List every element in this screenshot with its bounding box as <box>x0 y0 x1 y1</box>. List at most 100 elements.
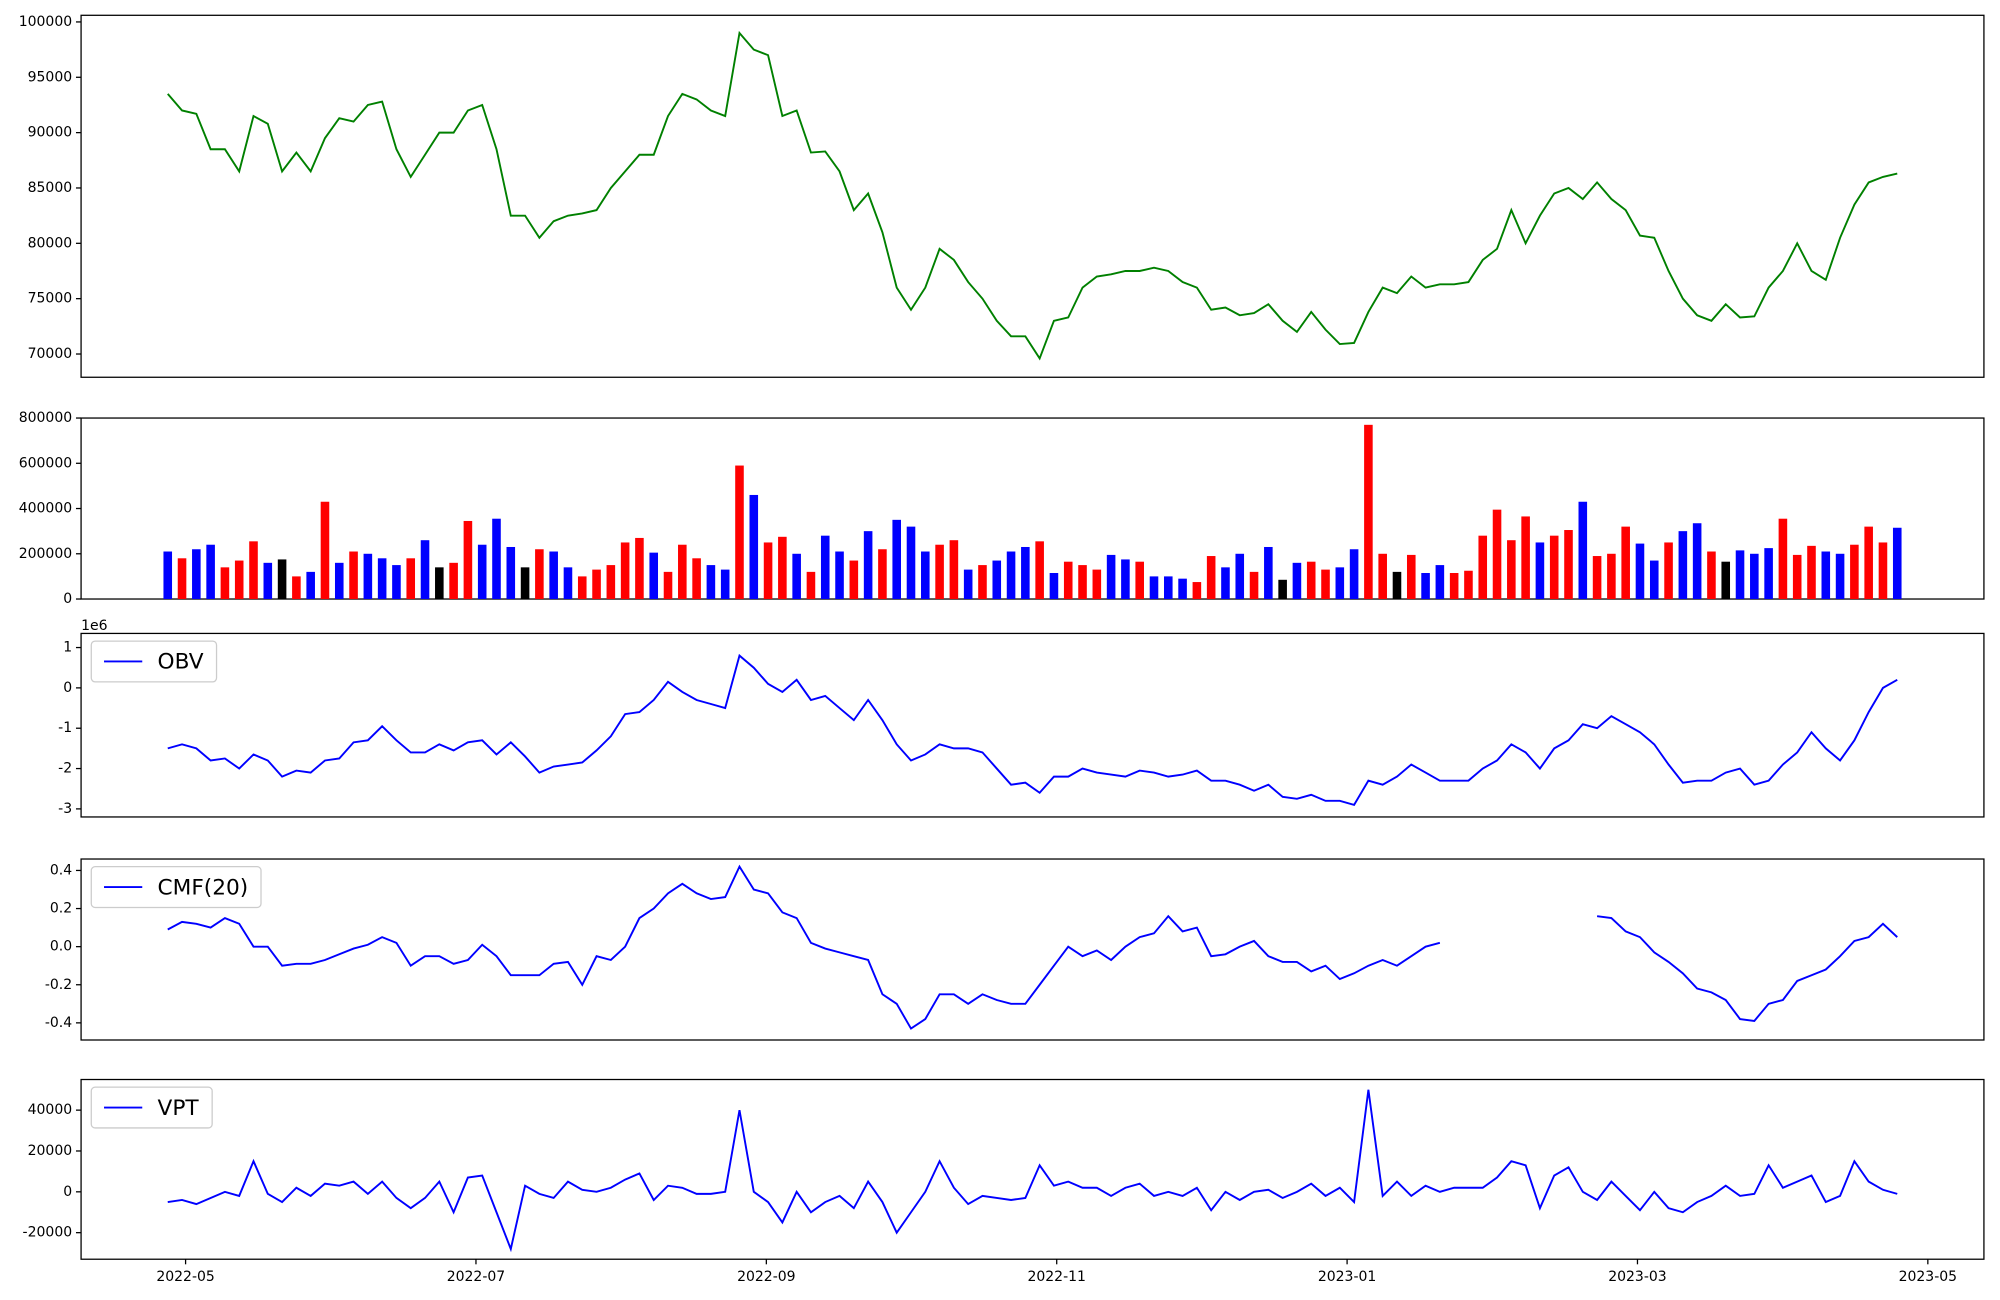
volume-bar <box>1264 546 1273 600</box>
volume-bar <box>1449 573 1459 600</box>
volume-bar <box>435 567 444 600</box>
volume-bar <box>1807 545 1816 600</box>
y-tick-label: 800000 <box>19 410 72 426</box>
volume-bar <box>1892 527 1902 600</box>
volume-bar <box>1035 541 1044 600</box>
legend-box <box>90 1086 213 1129</box>
volume-bar <box>1292 562 1302 600</box>
volume-bar <box>649 552 659 600</box>
volume-bar <box>1707 551 1716 600</box>
y-tick-label: 95000 <box>28 69 73 85</box>
y-tick-label: 600000 <box>19 455 72 471</box>
y-tick-label: 75000 <box>28 291 73 307</box>
volume-bar <box>1649 560 1659 600</box>
volume-bar <box>778 536 787 600</box>
volume-bar <box>863 531 873 600</box>
volume-bar <box>1435 565 1445 600</box>
volume-bar <box>663 571 673 600</box>
y-tick-label: -20000 <box>23 1225 73 1241</box>
volume-bar <box>334 562 344 600</box>
volume-bar <box>1635 543 1645 600</box>
volume-bar <box>1235 553 1245 600</box>
volume-bar <box>1049 573 1059 600</box>
volume-bar <box>1507 540 1516 600</box>
volume-bar <box>477 544 487 600</box>
volume-bar <box>1364 424 1373 600</box>
axes-frame <box>80 632 1985 818</box>
volume-bar <box>1078 565 1087 600</box>
volume-bar <box>406 558 416 600</box>
offset-label: 1e6 <box>81 618 108 634</box>
volume-bar <box>1021 546 1030 600</box>
volume-bar <box>1092 569 1102 600</box>
volume-bar <box>935 544 944 600</box>
volume-bar <box>1135 561 1144 600</box>
series-line <box>167 864 1898 1030</box>
x-tick-label: 2022-07 <box>447 1269 506 1285</box>
series-line <box>167 30 1898 361</box>
volume-bar <box>1607 553 1616 600</box>
y-tick-label: 80000 <box>28 235 73 251</box>
volume-bar <box>921 551 930 600</box>
volume-bar <box>420 540 430 600</box>
x-tick-label: 2022-09 <box>737 1269 796 1285</box>
y-tick-label: 70000 <box>28 346 73 362</box>
y-tick-label: 200000 <box>19 546 72 562</box>
legend-box <box>90 866 262 909</box>
volume-bar <box>506 546 516 600</box>
volume-bar <box>1564 530 1573 600</box>
y-tick-label: 400000 <box>19 501 72 517</box>
volume-bar <box>735 465 744 600</box>
x-tick-label: 2022-11 <box>1027 1269 1086 1285</box>
volume-bar <box>1478 535 1488 600</box>
volume-bar <box>1335 567 1345 600</box>
volume-bar <box>606 565 616 600</box>
y-tick-label: -3 <box>58 801 72 817</box>
volume-bar <box>1621 526 1630 600</box>
volume-bar <box>1306 561 1316 600</box>
y-tick-label: -2 <box>58 761 72 777</box>
volume-bar <box>363 553 373 600</box>
legend-label: VPT <box>158 1096 200 1121</box>
volume-bar <box>1321 569 1330 600</box>
volume-bar <box>520 567 530 600</box>
volume-bar <box>349 551 358 600</box>
volume-bar <box>1692 523 1702 600</box>
volume-bar <box>292 576 301 600</box>
volume-bar <box>1535 542 1545 600</box>
volume-bar <box>992 560 1002 600</box>
legend-label: OBV <box>158 650 204 675</box>
volume-bar <box>963 569 973 600</box>
x-tick-label: 2023-01 <box>1318 1269 1377 1285</box>
volume-bar <box>1349 549 1359 600</box>
volume-bar <box>620 542 630 600</box>
y-tick-label: -0.2 <box>45 977 72 993</box>
x-tick-label: 2022-05 <box>156 1269 215 1285</box>
volume-bar <box>692 558 701 600</box>
y-tick-label: 90000 <box>28 125 73 141</box>
volume-bar <box>792 553 801 600</box>
volume-bar <box>163 551 173 600</box>
volume-bar <box>592 569 601 600</box>
axes-frame <box>80 1078 1985 1260</box>
x-tick-label: 2023-03 <box>1608 1269 1667 1285</box>
volume-bar <box>1850 544 1859 600</box>
x-tick-label: 2023-05 <box>1899 1269 1958 1285</box>
volume-bar <box>1664 542 1673 600</box>
volume-bar <box>1735 550 1745 600</box>
volume-bar <box>720 569 730 600</box>
volume-bar <box>892 519 902 600</box>
volume-bar <box>1521 516 1530 600</box>
axes-frame <box>80 858 1985 1041</box>
volume-bar <box>277 559 287 600</box>
volume-bar <box>749 494 759 600</box>
volume-bar <box>377 558 387 600</box>
volume-bar <box>1464 570 1473 600</box>
volume-bar <box>320 501 330 600</box>
volume-bar <box>1592 556 1602 600</box>
volume-bar <box>1392 571 1402 600</box>
volume-bar <box>1278 579 1287 600</box>
y-tick-label: 0 <box>63 591 72 607</box>
y-tick-label: 85000 <box>28 180 73 196</box>
